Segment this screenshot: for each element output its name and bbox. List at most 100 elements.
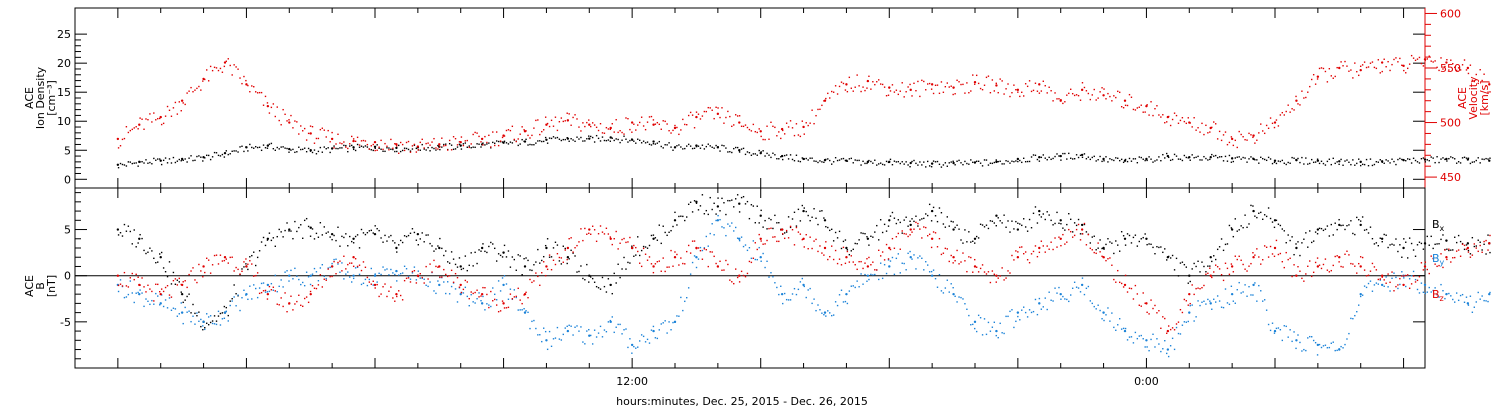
bz-dot <box>1481 251 1483 253</box>
density-ytick-label: 10 <box>57 115 71 128</box>
velocity-dot <box>840 81 843 83</box>
bx-dot <box>903 219 905 221</box>
bx-dot <box>605 291 608 293</box>
bz-dot <box>443 268 445 271</box>
by-dot <box>958 296 960 298</box>
velocity-dot <box>913 82 915 85</box>
bz-dot <box>829 255 831 258</box>
bx-dot <box>266 239 269 241</box>
velocity-dot <box>1440 57 1442 59</box>
bx-dot <box>1130 242 1133 244</box>
bz-dot <box>1034 245 1037 247</box>
velocity-dot <box>1077 94 1080 97</box>
density-dot <box>966 162 968 165</box>
by-dot <box>251 298 253 300</box>
bz-dot <box>529 278 531 281</box>
bz-dot <box>1009 272 1011 274</box>
velocity-dot <box>237 68 239 70</box>
density-dot <box>689 145 692 147</box>
bz-dot <box>1426 268 1428 271</box>
bz-dot <box>1263 245 1266 247</box>
velocity-dot <box>145 118 147 120</box>
by-dot <box>1244 284 1246 286</box>
bz-dot <box>1205 273 1207 275</box>
by-dot <box>776 286 778 289</box>
bz-dot <box>1213 271 1215 273</box>
velocity-dot <box>1485 84 1487 87</box>
by-dot <box>848 290 851 292</box>
density-dot <box>1048 156 1050 159</box>
by-dot <box>239 309 241 312</box>
bx-dot <box>783 232 786 234</box>
velocity-dot <box>1373 66 1376 69</box>
density-dot <box>948 162 950 164</box>
density-dot <box>1275 162 1278 165</box>
bz-dot <box>1216 266 1219 268</box>
velocity-dot <box>703 110 706 113</box>
density-dot <box>564 138 566 141</box>
bx-dot <box>1220 238 1223 240</box>
bz-dot <box>850 255 852 257</box>
velocity-dot <box>793 134 796 137</box>
bz-dot <box>1446 258 1448 261</box>
bz-dot <box>515 295 517 298</box>
velocity-dot <box>1385 66 1387 68</box>
by-dot <box>1475 301 1477 303</box>
density-dot <box>1036 158 1039 161</box>
by-dot <box>966 308 968 311</box>
bz-dot <box>903 232 905 235</box>
density-dot <box>1026 160 1029 163</box>
bx-dot <box>742 195 745 198</box>
velocity-dot <box>529 137 531 139</box>
by-dot <box>546 348 549 351</box>
by-dot <box>180 302 182 304</box>
by-dot <box>272 289 275 291</box>
bx-dot <box>1381 240 1383 243</box>
bx-dot <box>462 267 465 270</box>
density-dot <box>917 164 919 166</box>
by-dot <box>513 289 516 291</box>
density-dot <box>345 144 347 147</box>
bx-dot <box>543 255 545 258</box>
density-dot <box>607 139 610 141</box>
density-dot <box>329 151 331 154</box>
bz-dot <box>370 283 372 285</box>
density-dot <box>472 146 474 148</box>
bz-dot <box>633 244 635 247</box>
bz-dot <box>1487 249 1489 251</box>
density-dot <box>1303 163 1305 165</box>
bx-point <box>802 209 805 213</box>
velocity-dot <box>1465 69 1468 71</box>
velocity-point <box>609 126 612 130</box>
density-ylabel: ACEIon Density[cm⁻³] <box>23 66 58 129</box>
bz-dot <box>276 303 278 305</box>
by-dot <box>1465 296 1468 298</box>
bz-dot <box>866 258 868 260</box>
bz-point <box>1252 256 1255 259</box>
by-dot <box>1444 297 1446 300</box>
by-dot <box>194 323 196 325</box>
density-dot <box>249 143 251 146</box>
bx-dot <box>1015 220 1017 223</box>
bz-dot <box>160 288 163 290</box>
velocity-dot <box>774 126 776 129</box>
velocity-dot <box>1193 117 1195 119</box>
velocity-dot <box>213 66 216 69</box>
by-dot <box>1162 348 1164 350</box>
velocity-dot <box>1314 83 1317 85</box>
velocity-dot <box>258 91 261 94</box>
velocity-dot <box>952 93 954 96</box>
by-dot <box>1267 323 1270 326</box>
bx-dot <box>1408 237 1411 239</box>
density-dot <box>482 142 484 144</box>
density-dot <box>1291 156 1293 159</box>
velocity-dot <box>921 79 923 82</box>
bx-dot <box>552 247 555 249</box>
bz-dot <box>891 237 894 240</box>
bz-dot <box>251 263 253 265</box>
by-dot <box>785 298 788 301</box>
velocity-dot <box>1487 91 1489 93</box>
bz-dot <box>527 296 529 299</box>
by-dot <box>758 246 760 249</box>
bx-dot <box>801 204 804 207</box>
